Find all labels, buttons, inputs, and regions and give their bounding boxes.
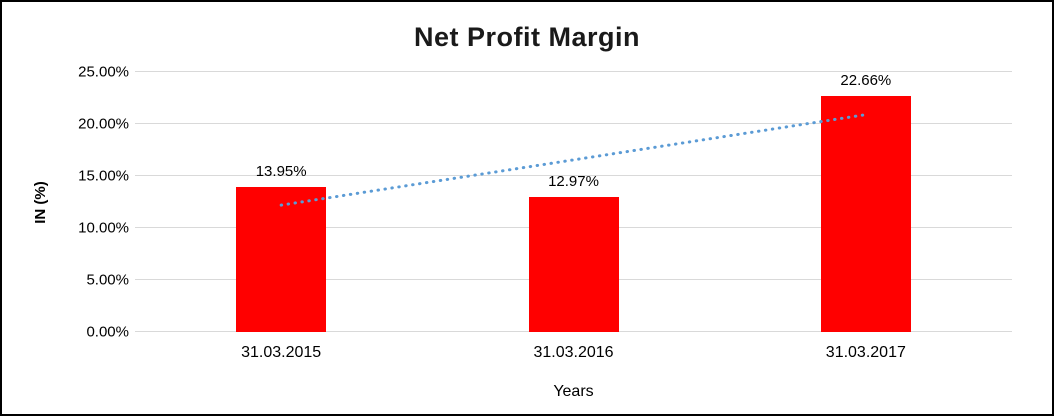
x-axis-title: Years — [553, 383, 594, 400]
y-axis-title: IN (%) — [22, 72, 58, 332]
x-axis-labels: 31.03.2015 31.03.2016 31.03.2017 — [135, 344, 1012, 364]
bar-31.03.2017 — [820, 96, 911, 332]
y-tick-label: 0.00% — [86, 323, 129, 341]
y-axis-title-text: IN (%) — [31, 180, 49, 224]
y-axis-tick-labels: 0.00% 5.00% 10.00% 15.00% 20.00% 25.00% — [55, 64, 129, 341]
x-tick-label: 31.03.2015 — [241, 344, 322, 361]
bar-31.03.2016 — [528, 197, 619, 332]
y-tick-label: 10.00% — [78, 219, 129, 237]
bar-31.03.2015 — [236, 186, 327, 332]
x-tick-label: 31.03.2017 — [825, 344, 906, 361]
x-tick-label: 31.03.2016 — [533, 344, 614, 361]
plot-area: 13.95% 12.97% 22.66% — [135, 71, 1012, 332]
y-tick-label: 15.00% — [78, 167, 129, 185]
y-tick-label: 25.00% — [78, 63, 129, 81]
y-tick-label: 20.00% — [78, 115, 129, 133]
data-label: 12.97% — [548, 173, 599, 191]
chart-title: Net Profit Margin — [413, 22, 640, 52]
y-tick-label: 5.00% — [86, 271, 129, 289]
data-label: 13.95% — [255, 162, 307, 180]
data-label: 22.66% — [840, 72, 892, 90]
gridline — [135, 71, 1012, 72]
